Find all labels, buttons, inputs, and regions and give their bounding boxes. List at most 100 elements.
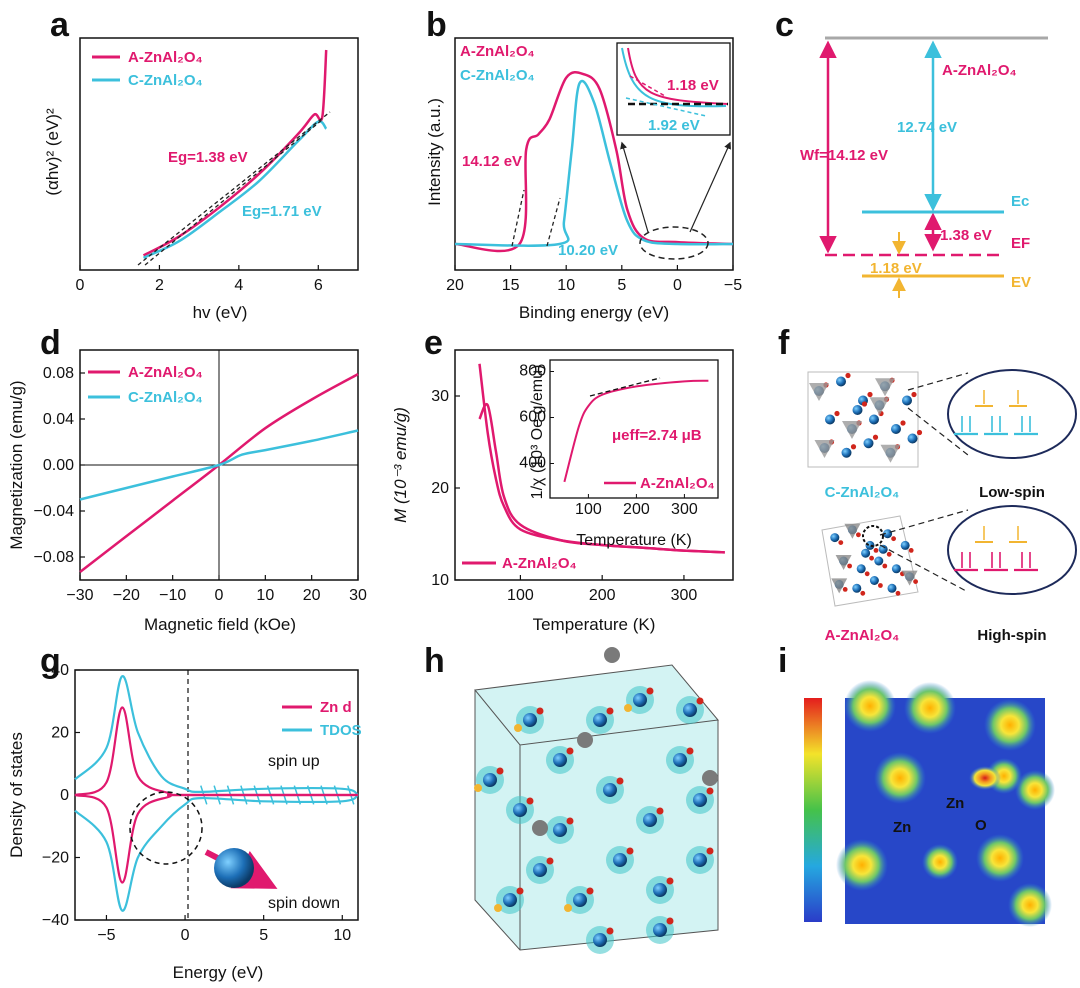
y-tick-label-d-4: −0.08 (34, 549, 75, 566)
atom-h-al-0 (483, 773, 497, 787)
atom-h-al-10 (653, 883, 667, 897)
y-tick-label-d-1: 0.04 (43, 411, 74, 428)
y-tick-label-d-0: 0.08 (43, 365, 74, 382)
series-e-fc (478, 363, 725, 554)
elf-blobs (836, 680, 1055, 927)
atom-o-a-7 (882, 563, 888, 569)
atom-h-al-4 (633, 693, 647, 707)
atom-h-al-2 (553, 753, 567, 767)
inset-b (616, 42, 731, 136)
inset-b-curve-c (621, 47, 727, 108)
atom-al-a-12 (887, 583, 897, 593)
tetra-zn-a-9 (831, 578, 848, 594)
f-top-spin: Low-spin (979, 484, 1045, 501)
atom-al-a-8 (891, 564, 901, 574)
tangent-b-2 (546, 197, 561, 247)
atom-h-o-15 (656, 807, 664, 815)
atom-o-a-13 (913, 579, 918, 584)
series-d-crystalline (79, 429, 359, 501)
x-tick-label-d-1: −20 (113, 587, 140, 604)
atom-o-a-15 (886, 551, 892, 557)
tetra-zn-c-15 (869, 397, 890, 416)
x-tick-label-a-1: 2 (155, 277, 164, 294)
x-tick-label-b-0: 20 (446, 277, 464, 294)
tangent-line-1 (144, 119, 323, 266)
elf-blob-5 (976, 834, 1024, 882)
atom-h-o-6 (706, 787, 714, 795)
atom-h-o-2 (566, 747, 574, 755)
atom-h-al-19 (653, 923, 667, 937)
atom-o-a-2 (873, 548, 879, 553)
x-tick-label-g-1: 0 (181, 927, 190, 944)
atom-al-c-1 (836, 376, 846, 387)
y-tick-label-g-4: −40 (42, 912, 69, 929)
atom-h-al-11 (693, 853, 707, 867)
atom-al-a-14 (861, 548, 871, 558)
x-tick-label-d-5: 20 (303, 587, 321, 604)
tetra-zn-c-0 (809, 383, 829, 401)
atom-al-a-6 (856, 564, 866, 574)
x-axis-label-e: Temperature (K) (533, 615, 656, 634)
series-g-znd-down (74, 793, 359, 884)
tetra-zn-a-1 (844, 523, 861, 539)
y-tick-label-g-1: 20 (51, 725, 69, 742)
atom-h-al-16 (523, 713, 537, 727)
series-b-amorphous (454, 70, 734, 253)
atom-o-c-8 (900, 420, 906, 426)
atom-o-a-6 (864, 571, 870, 577)
inset-e-ytick-label-0: 800 (519, 363, 546, 380)
atom-h-o-3 (606, 707, 614, 715)
legend-label-d-1: C-ZnAl₂O₄ (128, 389, 203, 406)
inset-e-legend: A-ZnAl₂O₄ (640, 475, 715, 492)
x-ticks-d: −30 −20 −10 0 10 20 30 (66, 575, 367, 604)
atom-h-al-8 (573, 893, 587, 907)
atom-al-c-7 (869, 414, 879, 425)
vb-offset-label: 1.18 eV (870, 260, 922, 277)
x-ticks-b: 20 15 10 5 0 −5 (446, 265, 742, 294)
f-top-name: C-ZnAl₂O₄ (825, 484, 900, 501)
inset-e-fit-line (589, 377, 661, 397)
i-label-zn2: Zn (893, 819, 911, 836)
atom-o-a-10 (860, 590, 866, 596)
axes-e (454, 349, 734, 581)
legend-label-d-0: A-ZnAl₂O₄ (128, 364, 203, 381)
tetra-zn-c-9 (814, 440, 835, 458)
elf-blob-1 (904, 682, 956, 734)
crystal-structure-c (807, 371, 923, 468)
atom-al-c-14 (852, 405, 863, 415)
iso-yellow-16 (514, 724, 522, 732)
tetra-zn-a-13 (901, 570, 918, 586)
panel-d: d −30 −20 −10 0 10 20 30 0.08 0.04 0.00 −0.04 −0.0… (7, 324, 367, 634)
atom-al-a-3 (883, 529, 893, 539)
y-axis-label-b: Intensity (a.u.) (425, 98, 444, 206)
atom-h-o-8 (586, 887, 594, 895)
atom-h-o-13 (566, 817, 574, 825)
atom-h-o-9 (626, 847, 634, 855)
atom-al-a-0 (830, 533, 840, 543)
tetra-zn-c-3 (875, 378, 895, 397)
atom-o-c-11 (872, 434, 879, 440)
y-axis-label-g: Density of states (7, 732, 26, 858)
crystal-cell-c (807, 371, 919, 468)
atom-h-al-14 (603, 783, 617, 797)
f-connector-4 (879, 544, 969, 593)
elf-blob-8 (1008, 883, 1052, 927)
atom-h-zn-2 (532, 820, 548, 836)
y-tick-label-e-0: 30 (431, 388, 449, 405)
orbital-diagram-low-spin (947, 369, 1077, 459)
panel-b: b 20 15 10 5 0 −5 Binding energy (eV) Intensi… (425, 6, 742, 322)
axes-a (79, 37, 359, 271)
atom-h-o-12 (516, 887, 524, 895)
atom-h-al-1 (513, 803, 527, 817)
atom-o-c-10 (850, 444, 857, 450)
atom-h-al-7 (533, 863, 547, 877)
y-tick-label-g-3: −20 (42, 850, 69, 867)
x-axis-label-d: Magnetic field (kOe) (144, 615, 296, 634)
atom-h-o-5 (686, 747, 694, 755)
charge-density-structure (474, 647, 719, 954)
panel-f: f C-ZnAl₂O₄ Low-spin A-ZnAl₂O₄ High-spin (778, 324, 1077, 644)
highlight-circle-f (862, 525, 884, 547)
legend-label-e: A-ZnAl₂O₄ (502, 555, 577, 572)
highlight-circle-g (129, 791, 203, 865)
